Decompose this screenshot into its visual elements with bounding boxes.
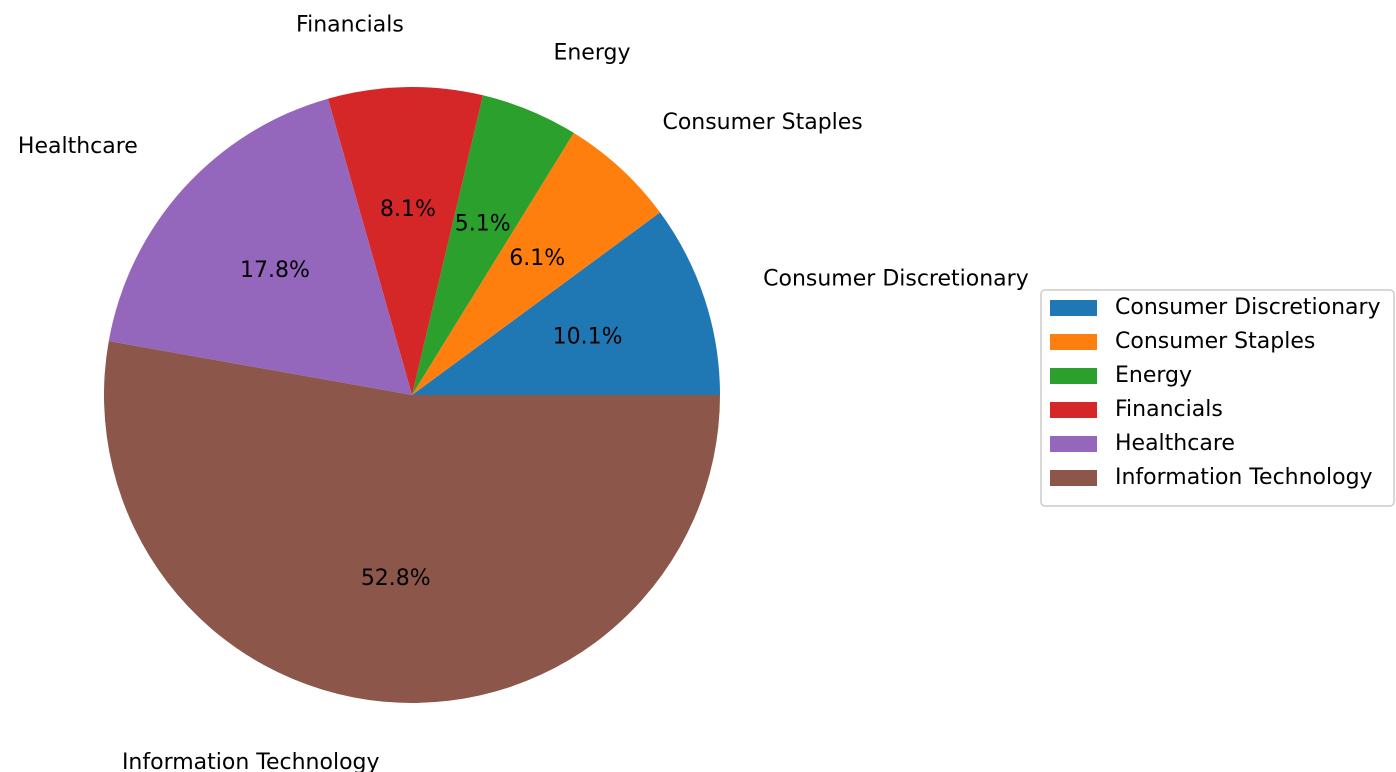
legend-swatch [1050, 470, 1097, 486]
legend-box [1040, 289, 1395, 507]
slice-label: Consumer Discretionary [763, 267, 1029, 292]
slice-label: Information Technology [122, 750, 380, 772]
slice-label: Healthcare [18, 134, 138, 159]
percent-label: 8.1% [380, 197, 436, 222]
legend-swatch [1050, 436, 1097, 452]
legend-swatch [1050, 368, 1097, 384]
percent-label: 5.1% [455, 211, 511, 236]
legend-label: Financials [1115, 397, 1223, 422]
pie-wedge [108, 98, 413, 395]
legend-swatch [1050, 334, 1097, 350]
slice-label: Energy [553, 41, 630, 66]
pie-wedge [412, 212, 720, 395]
legend-label: Healthcare [1115, 431, 1235, 456]
slice-label: Financials [296, 12, 404, 37]
percent-label: 6.1% [509, 246, 565, 271]
pie-wedge [412, 132, 661, 396]
legend-label: Energy [1115, 363, 1192, 388]
slice-label: Consumer Staples [662, 110, 862, 135]
percent-label: 17.8% [240, 258, 310, 283]
legend-swatch [1050, 402, 1097, 418]
pie-wedge [327, 87, 483, 396]
pie-wedge [103, 341, 720, 704]
legend: Consumer Discretionary Consumer Staples En… [1040, 289, 1395, 507]
percent-label: 52.8% [361, 566, 431, 591]
legend-swatch [1050, 300, 1097, 316]
legend-label: Consumer Staples [1115, 329, 1315, 354]
legend-label: Consumer Discretionary [1115, 295, 1381, 320]
pie-wedge [412, 95, 574, 396]
percent-label: 10.1% [553, 324, 623, 349]
legend-label: Information Technology [1115, 465, 1373, 490]
